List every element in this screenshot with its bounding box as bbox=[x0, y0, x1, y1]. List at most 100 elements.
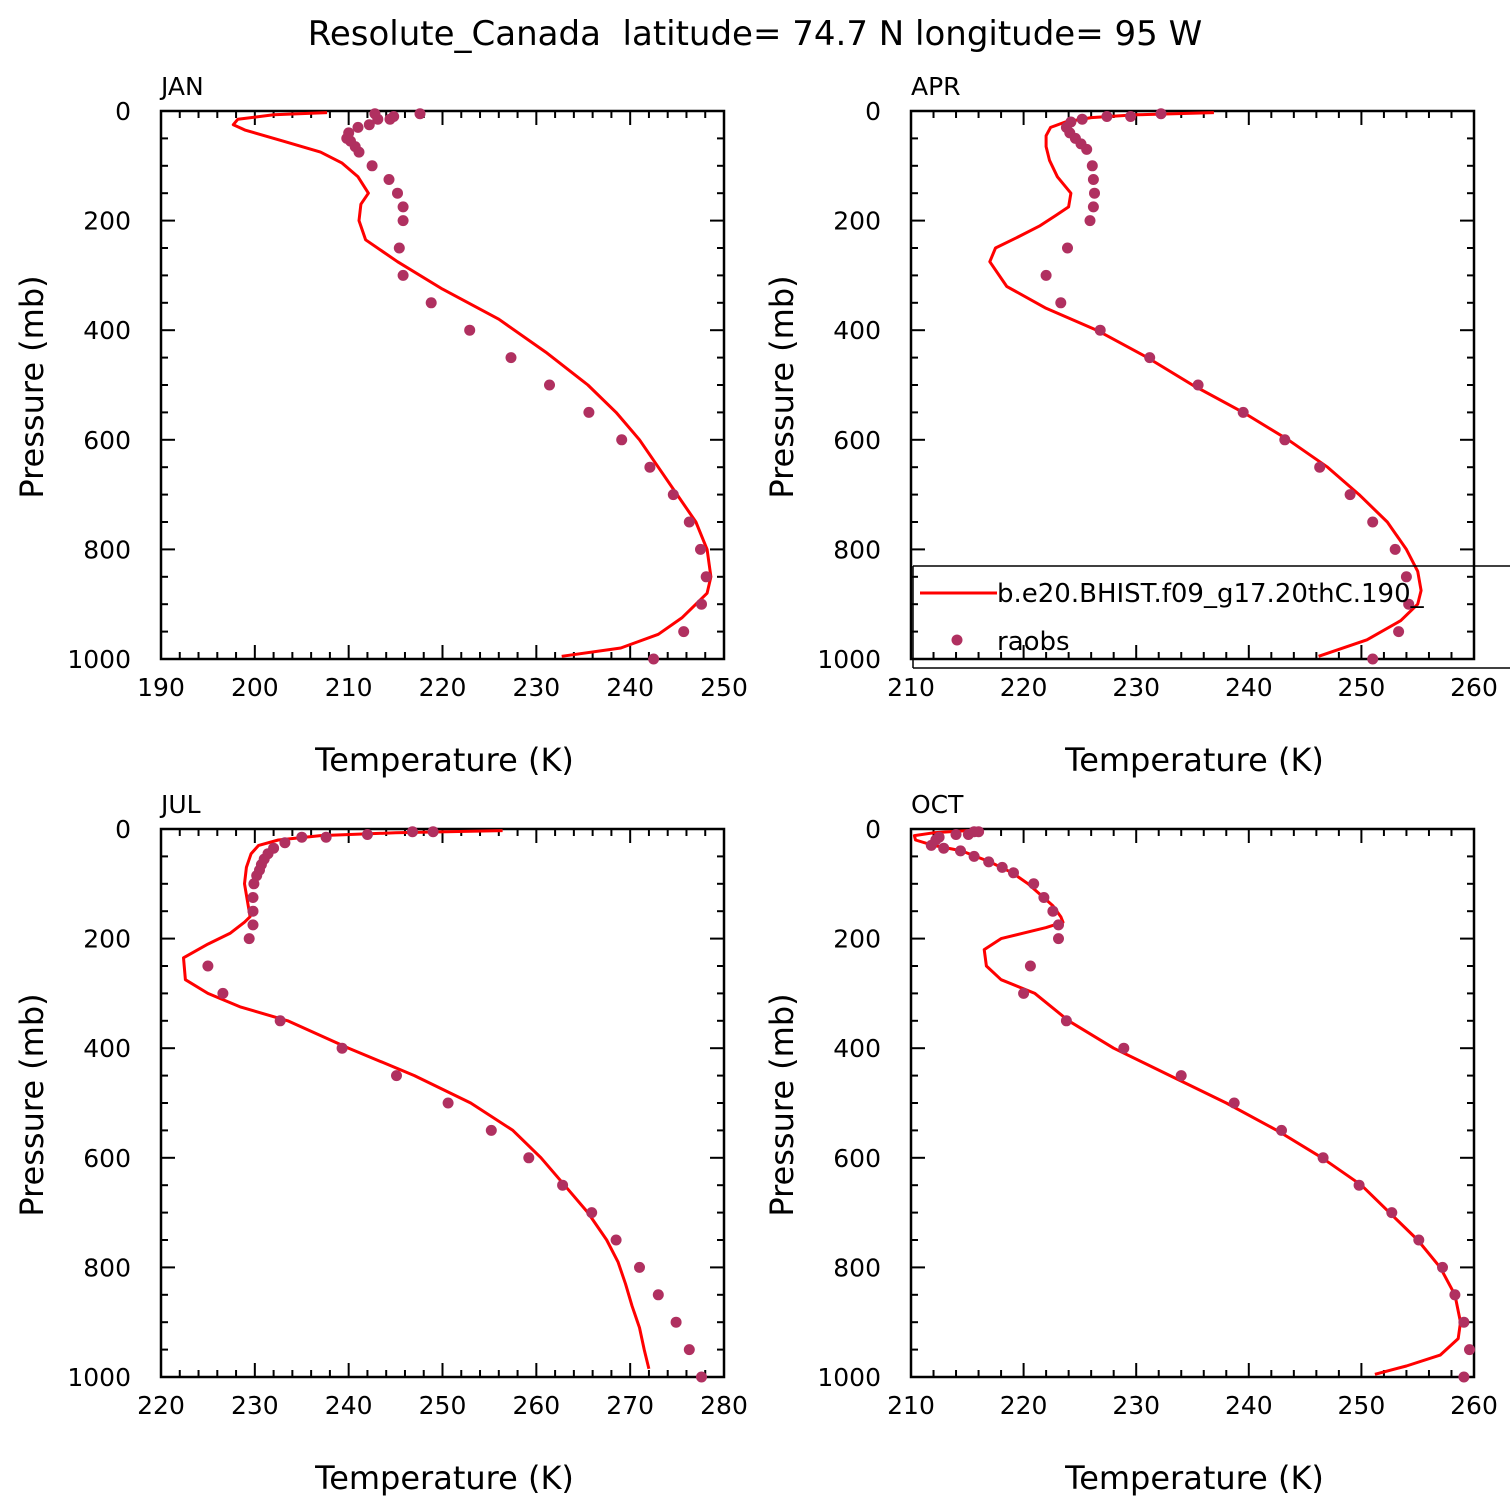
y-tick-label: 1000 bbox=[817, 1363, 881, 1392]
raobs-point bbox=[247, 905, 259, 917]
y-tick-label: 200 bbox=[83, 207, 131, 236]
raobs-point bbox=[296, 831, 308, 843]
y-tick-label: 1000 bbox=[67, 645, 131, 674]
raobs-point bbox=[696, 598, 707, 610]
raobs-point bbox=[1389, 543, 1401, 555]
raobs-point bbox=[1413, 1234, 1425, 1246]
y-tick-label: 400 bbox=[833, 316, 881, 345]
panel-label: JUL bbox=[159, 790, 201, 819]
raobs-point bbox=[425, 297, 437, 309]
x-tick-label: 200 bbox=[231, 673, 279, 702]
raobs-point bbox=[1101, 111, 1113, 122]
raobs-point bbox=[485, 1124, 497, 1136]
raobs-point bbox=[610, 1234, 622, 1246]
x-tick-label: 220 bbox=[137, 1391, 185, 1420]
raobs-point bbox=[634, 1261, 645, 1273]
y-tick-label: 0 bbox=[865, 815, 881, 844]
raobs-point bbox=[1386, 1207, 1398, 1219]
raobs-point bbox=[1038, 892, 1050, 903]
figure-title: Resolute_Canada latitude= 74.7 N longitu… bbox=[308, 14, 1202, 54]
raobs-point bbox=[1018, 987, 1030, 999]
raobs-points bbox=[925, 826, 1475, 1383]
x-tick-label: 260 bbox=[1450, 673, 1498, 702]
raobs-point bbox=[274, 1015, 286, 1027]
x-tick-label: 220 bbox=[1000, 1391, 1048, 1420]
x-axis-title: Temperature (K) bbox=[314, 1459, 574, 1497]
raobs-point bbox=[353, 146, 365, 158]
raobs-point bbox=[392, 187, 403, 199]
raobs-point bbox=[670, 1316, 682, 1328]
raobs-point bbox=[464, 324, 476, 336]
raobs-point bbox=[950, 829, 962, 840]
raobs-point bbox=[1087, 201, 1099, 213]
raobs-point bbox=[1155, 108, 1167, 120]
raobs-point bbox=[391, 1070, 402, 1082]
y-tick-label: 800 bbox=[83, 535, 131, 564]
raobs-point bbox=[544, 379, 555, 391]
x-tick-label: 240 bbox=[1225, 673, 1273, 702]
y-axis-title: Pressure (mb) bbox=[763, 275, 801, 498]
raobs-point bbox=[393, 242, 405, 254]
y-axis-title: Pressure (mb) bbox=[763, 993, 801, 1216]
raobs-point bbox=[1276, 1124, 1287, 1136]
raobs-point bbox=[1076, 113, 1088, 125]
raobs-point bbox=[383, 174, 395, 185]
raobs-point bbox=[1047, 905, 1059, 917]
x-tick-label: 220 bbox=[1000, 673, 1048, 702]
legend: b.e20.BHIST.f09_g17.20thC.190_raobs bbox=[912, 565, 1510, 669]
y-tick-label: 800 bbox=[833, 1253, 881, 1282]
x-tick-label: 280 bbox=[700, 1391, 748, 1420]
y-tick-label: 600 bbox=[83, 1144, 131, 1173]
raobs-point bbox=[361, 829, 373, 840]
raobs-point bbox=[336, 1042, 348, 1054]
raobs-point bbox=[1055, 297, 1067, 309]
raobs-point bbox=[407, 826, 418, 838]
y-tick-label: 200 bbox=[833, 925, 881, 954]
raobs-point bbox=[683, 516, 695, 528]
x-tick-label: 260 bbox=[1450, 1391, 1498, 1420]
x-tick-label: 270 bbox=[606, 1391, 654, 1420]
x-tick-label: 250 bbox=[1338, 1391, 1386, 1420]
plot-frame bbox=[909, 827, 1476, 1379]
raobs-point bbox=[962, 829, 974, 840]
panel-label: JAN bbox=[159, 72, 204, 101]
y-tick-label: 800 bbox=[833, 535, 881, 564]
raobs-point bbox=[1353, 1179, 1365, 1191]
raobs-point bbox=[1089, 187, 1100, 199]
raobs-points bbox=[202, 826, 707, 1383]
x-tick-label: 230 bbox=[231, 1391, 279, 1420]
raobs-point bbox=[397, 201, 409, 213]
raobs-point bbox=[1393, 626, 1405, 638]
raobs-points bbox=[1040, 108, 1415, 665]
raobs-point bbox=[1060, 1015, 1072, 1027]
x-tick-label: 240 bbox=[325, 1391, 373, 1420]
raobs-point bbox=[414, 108, 426, 120]
raobs-point bbox=[586, 1207, 598, 1219]
x-tick-label: 210 bbox=[325, 673, 373, 702]
raobs-point bbox=[1094, 324, 1106, 336]
x-tick-label: 230 bbox=[512, 673, 560, 702]
raobs-point bbox=[996, 861, 1008, 873]
x-tick-label: 240 bbox=[1225, 1391, 1273, 1420]
x-tick-label: 230 bbox=[1112, 673, 1160, 702]
x-tick-label: 260 bbox=[512, 1391, 560, 1420]
model-profile-line bbox=[231, 111, 713, 658]
raobs-point bbox=[955, 845, 966, 857]
raobs-point bbox=[557, 1179, 569, 1191]
raobs-point bbox=[925, 839, 937, 851]
raobs-point bbox=[1053, 919, 1064, 931]
x-tick-label: 230 bbox=[1112, 1391, 1160, 1420]
x-axis-title: Temperature (K) bbox=[1064, 741, 1324, 779]
y-tick-label: 800 bbox=[83, 1253, 131, 1282]
raobs-point bbox=[1081, 143, 1093, 155]
model-profile-line bbox=[182, 829, 651, 1370]
raobs-point bbox=[247, 892, 259, 903]
raobs-point bbox=[1458, 1371, 1470, 1383]
raobs-point bbox=[1084, 215, 1096, 227]
raobs-point bbox=[505, 352, 517, 364]
raobs-point bbox=[1087, 174, 1099, 185]
raobs-point bbox=[384, 113, 396, 125]
raobs-point bbox=[372, 113, 384, 125]
raobs-point bbox=[442, 1097, 454, 1109]
